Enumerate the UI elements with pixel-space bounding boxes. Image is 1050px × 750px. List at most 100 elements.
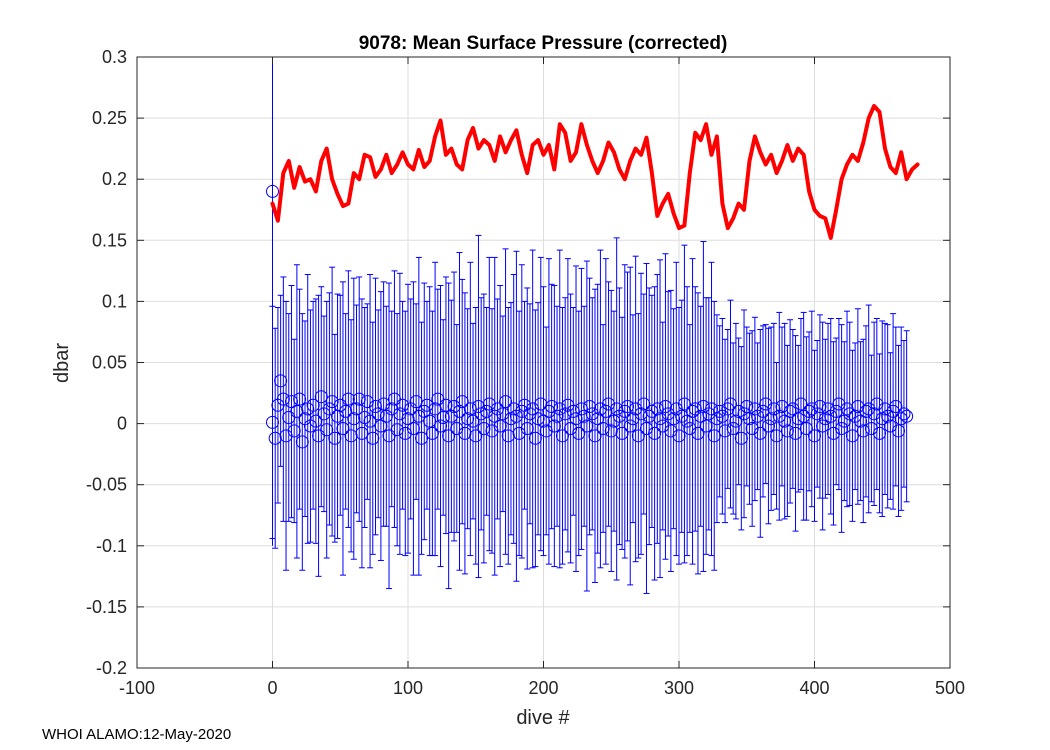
data-point bbox=[615, 426, 629, 440]
data-point bbox=[469, 429, 483, 443]
data-point bbox=[780, 424, 794, 438]
ticks: -100 0 100 200 300 400 500 -0.2 -0.15 -0.1 -0.05 0 0… bbox=[86, 47, 965, 698]
data-point bbox=[656, 419, 670, 433]
data-point bbox=[401, 412, 415, 426]
data-point bbox=[295, 435, 309, 449]
data-point bbox=[526, 402, 540, 416]
data-point bbox=[734, 431, 748, 445]
data-point bbox=[501, 429, 515, 443]
data-point bbox=[694, 409, 708, 423]
data-point bbox=[878, 402, 892, 416]
data-point bbox=[309, 414, 323, 428]
data-point bbox=[420, 398, 434, 412]
data-point bbox=[455, 395, 469, 409]
data-point bbox=[770, 429, 784, 443]
data-point bbox=[677, 397, 691, 411]
data-point bbox=[477, 421, 491, 435]
data-point bbox=[761, 419, 775, 433]
data-point bbox=[604, 424, 618, 438]
y-tick-label: -0.15 bbox=[86, 597, 127, 617]
data-point bbox=[284, 395, 298, 409]
data-point bbox=[596, 421, 610, 435]
data-point bbox=[748, 402, 762, 416]
data-point bbox=[626, 412, 640, 426]
y-tick-label: 0.25 bbox=[92, 108, 127, 128]
data-point bbox=[415, 431, 429, 445]
data-point bbox=[623, 419, 637, 433]
data-point bbox=[897, 407, 911, 421]
data-point bbox=[352, 392, 366, 406]
data-point bbox=[691, 426, 705, 440]
data-point bbox=[396, 398, 410, 412]
data-point bbox=[859, 404, 873, 418]
data-point bbox=[528, 431, 542, 445]
data-point bbox=[406, 421, 420, 435]
data-point bbox=[705, 402, 719, 416]
data-point bbox=[425, 426, 439, 440]
data-point bbox=[778, 414, 792, 428]
data-point bbox=[742, 412, 756, 426]
data-point bbox=[279, 429, 293, 443]
data-point bbox=[783, 404, 797, 418]
data-point bbox=[583, 399, 597, 413]
smoothed-pressure-line bbox=[270, 103, 920, 240]
y-tick-label: 0.1 bbox=[102, 291, 127, 311]
data-point bbox=[667, 412, 681, 426]
outlier-point bbox=[266, 184, 279, 198]
data-point bbox=[417, 404, 431, 418]
x-tick-label: 200 bbox=[528, 678, 558, 698]
data-point bbox=[889, 399, 903, 413]
data-point bbox=[759, 397, 773, 411]
data-point bbox=[537, 414, 550, 428]
data-point bbox=[306, 398, 320, 412]
data-point bbox=[718, 424, 732, 438]
data-point bbox=[845, 429, 859, 443]
data-point bbox=[900, 409, 914, 423]
x-tick-label: -100 bbox=[119, 678, 155, 698]
data-point bbox=[276, 392, 290, 406]
data-point bbox=[577, 409, 591, 423]
y-tick-label: 0.15 bbox=[92, 230, 127, 250]
marker-series bbox=[266, 184, 914, 449]
data-point bbox=[631, 429, 645, 443]
data-point bbox=[488, 409, 502, 423]
data-point bbox=[452, 404, 466, 418]
data-point bbox=[829, 404, 843, 418]
data-point bbox=[423, 414, 437, 428]
data-point bbox=[341, 392, 355, 406]
y-tick-label: 0.2 bbox=[102, 169, 127, 189]
data-point bbox=[339, 404, 353, 418]
data-point bbox=[512, 426, 526, 440]
data-point bbox=[794, 397, 808, 411]
errorbar-series bbox=[269, 57, 910, 594]
data-point bbox=[764, 412, 778, 426]
data-point bbox=[854, 414, 868, 428]
data-point bbox=[499, 395, 513, 409]
x-tick-label: 500 bbox=[935, 678, 965, 698]
data-point bbox=[786, 402, 800, 416]
x-tick-label: 0 bbox=[267, 678, 277, 698]
data-point bbox=[808, 429, 821, 443]
data-point bbox=[398, 426, 412, 440]
data-point bbox=[639, 421, 653, 435]
data-point bbox=[856, 424, 870, 438]
y-axis-label: dbar bbox=[51, 343, 73, 383]
x-tick-label: 400 bbox=[799, 678, 829, 698]
data-point bbox=[775, 399, 789, 413]
data-point bbox=[434, 419, 448, 433]
y-tick-label: -0.1 bbox=[96, 536, 127, 556]
data-point bbox=[802, 404, 816, 418]
data-point bbox=[683, 421, 697, 435]
data-point bbox=[658, 399, 672, 413]
chart-title: 9078: Mean Surface Pressure (corrected) bbox=[359, 33, 728, 54]
data-point bbox=[466, 414, 480, 428]
data-point bbox=[347, 412, 361, 426]
data-point bbox=[566, 404, 580, 418]
data-point bbox=[810, 407, 824, 421]
data-point bbox=[664, 424, 678, 438]
data-point bbox=[360, 395, 374, 409]
data-point bbox=[471, 399, 485, 413]
data-point bbox=[520, 421, 534, 435]
data-point bbox=[374, 419, 388, 433]
